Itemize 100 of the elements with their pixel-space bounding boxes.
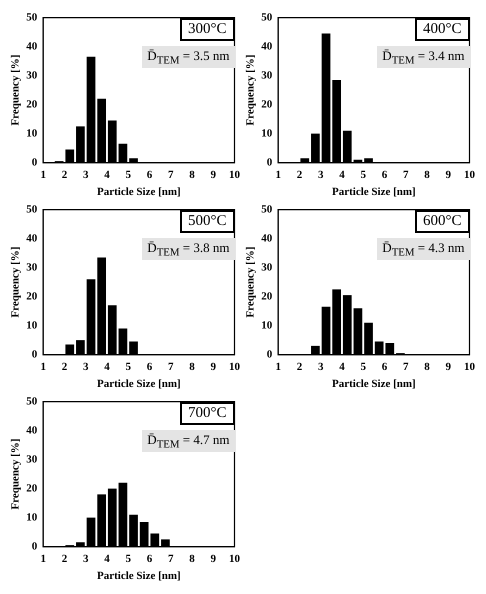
y-tick-label: 0 [266,156,273,168]
annotation: D̄$_{TEM}$ = 3.8 nm [142,238,234,260]
x-tick-label: 1 [40,553,46,566]
y-axis-title: Frequency [%] [244,54,256,126]
annotation: D̄$_{TEM}$ = 4.7 nm [142,430,234,452]
x-tick-label: 9 [210,169,216,182]
y-tick-label: 40 [26,40,38,52]
y-axis-title: Frequency [%] [9,54,22,126]
x-tick-label: 4 [104,361,110,374]
y-axis-title: Frequency [%] [9,438,22,510]
y-tick-label: 30 [26,453,38,466]
x-tick-label: 8 [189,553,196,566]
x-tick-label: 9 [445,361,452,374]
x-tick-label: 7 [402,169,409,182]
y-tick-label: 0 [32,348,38,360]
y-tick-label: 10 [26,319,38,332]
x-tick-label: 1 [275,169,281,182]
x-tick-label: 10 [464,169,476,182]
annotation: D̄$_{TEM}$ = 4.3 nm [377,238,470,260]
y-tick-label: 10 [26,127,38,140]
y-tick-label: 20 [261,98,273,110]
y-tick-label: 50 [261,203,273,216]
x-tick-label: 9 [210,361,216,374]
y-tick-label: 20 [26,482,38,494]
annotation: 400°C [414,18,470,41]
x-tick-label: 10 [229,553,240,566]
x-tick-label: 7 [168,169,174,182]
x-tick-label: 3 [82,169,89,182]
x-tick-label: 8 [189,361,196,374]
x-tick-label: 7 [168,553,174,566]
x-tick-label: 1 [275,361,281,374]
x-axis-title: Particle Size [nm] [332,186,416,198]
x-axis-title: Particle Size [nm] [97,186,181,198]
x-tick-label: 9 [445,169,452,182]
x-tick-label: 4 [339,169,346,182]
y-tick-label: 20 [26,290,38,302]
y-tick-label: 40 [26,424,38,436]
x-tick-label: 8 [424,169,430,182]
x-tick-label: 5 [360,169,366,182]
x-tick-label: 9 [210,553,216,566]
x-tick-label: 2 [296,169,303,182]
x-tick-label: 7 [168,361,174,374]
x-axis-title: Particle Size [nm] [97,378,181,390]
y-tick-label: 0 [32,540,38,552]
y-axis-title: Frequency [%] [244,246,256,318]
y-tick-label: 10 [261,319,273,332]
x-tick-label: 10 [229,361,240,374]
annotation: 300°C [180,18,234,41]
annotation: 600°C [414,210,470,233]
x-tick-label: 7 [402,361,409,374]
x-tick-label: 8 [424,361,430,374]
y-tick-label: 20 [26,98,38,110]
y-tick-label: 30 [261,261,273,274]
x-tick-label: 3 [318,361,324,374]
x-tick-label: 6 [382,361,388,374]
x-tick-label: 5 [125,361,132,374]
y-tick-label: 50 [26,395,38,408]
y-tick-label: 50 [26,203,38,216]
x-tick-label: 4 [104,553,110,566]
y-tick-label: 10 [26,511,38,524]
x-tick-label: 2 [62,553,68,566]
x-axis-title: Particle Size [nm] [332,378,416,390]
y-tick-label: 30 [261,69,273,82]
annotation: D̄$_{TEM}$ = 3.5 nm [142,46,234,68]
x-tick-label: 8 [189,169,196,182]
x-tick-label: 10 [464,361,476,374]
x-tick-label: 6 [146,361,153,374]
annotation: 700°C [180,402,234,425]
x-axis-title: Particle Size [nm] [97,570,181,582]
y-tick-label: 30 [26,261,38,274]
y-tick-label: 40 [261,40,273,52]
x-tick-label: 6 [146,169,153,182]
x-tick-label: 2 [62,361,68,374]
y-axis-title: Frequency [%] [9,246,22,318]
x-tick-label: 5 [125,169,132,182]
y-tick-label: 30 [26,69,38,82]
annotation: D̄$_{TEM}$ = 3.4 nm [377,46,470,68]
y-tick-label: 10 [261,127,273,140]
x-tick-label: 1 [40,169,46,182]
x-tick-label: 5 [360,361,366,374]
x-tick-label: 4 [339,361,346,374]
x-tick-label: 6 [382,169,388,182]
x-tick-label: 6 [146,553,153,566]
x-tick-label: 2 [296,361,303,374]
x-tick-label: 3 [82,361,89,374]
x-tick-label: 2 [62,169,68,182]
x-tick-label: 3 [318,169,324,182]
y-tick-label: 40 [261,232,273,244]
y-tick-label: 50 [26,11,38,24]
y-tick-label: 40 [26,232,38,244]
x-tick-label: 5 [125,553,132,566]
x-tick-label: 4 [104,169,110,182]
y-tick-label: 50 [261,11,273,24]
y-tick-label: 0 [32,156,38,168]
x-tick-label: 3 [82,553,89,566]
y-tick-label: 20 [261,290,273,302]
annotation: 500°C [180,210,234,233]
x-tick-label: 10 [229,169,240,182]
y-tick-label: 0 [266,348,273,360]
x-tick-label: 1 [40,361,46,374]
